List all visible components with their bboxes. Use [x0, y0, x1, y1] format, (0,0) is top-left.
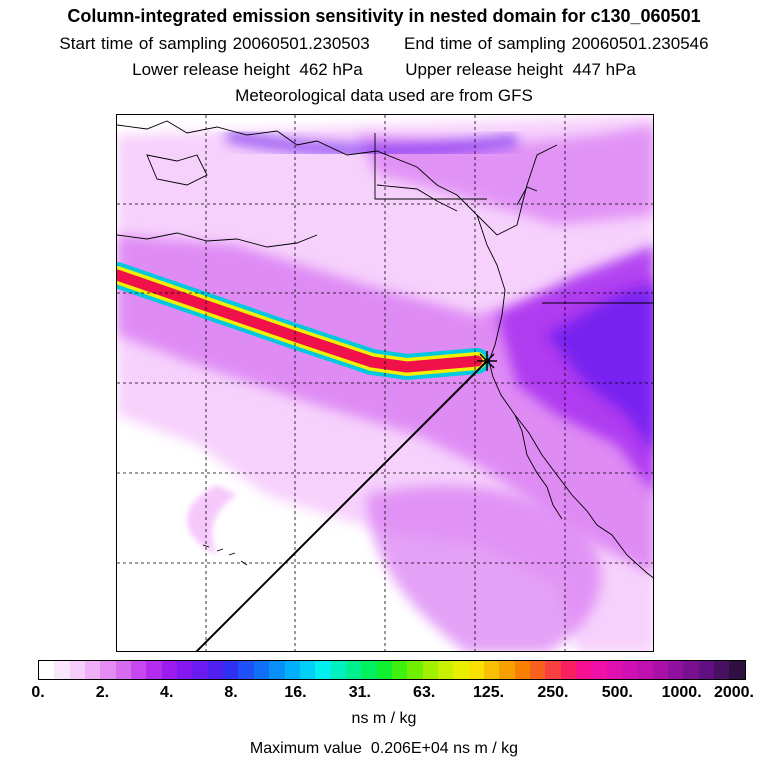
- colorbar-segment: [131, 661, 147, 679]
- sensitivity-map: [116, 114, 654, 652]
- maximum-value: Maximum value 0.206E+04 ns m / kg: [0, 740, 768, 758]
- colorbar-tick-label: 16.: [284, 684, 307, 701]
- colorbar-segment: [376, 661, 392, 679]
- maximum-value-label: Maximum value: [249, 740, 362, 757]
- colorbar-segment: [85, 661, 101, 679]
- start-time-value: 20060501.230503: [232, 34, 370, 53]
- maximum-value-number: 0.206E+04: [370, 740, 449, 757]
- end-time-label: End time of sampling: [404, 34, 566, 53]
- colorbar-segment: [483, 661, 500, 679]
- lower-release-value: 462 hPa: [299, 60, 363, 79]
- colorbar-segment: [668, 661, 684, 679]
- colorbar-segment: [637, 661, 653, 679]
- colorbar-segment: [39, 661, 55, 679]
- colorbar-segment: [499, 661, 515, 679]
- colorbar-segment: [407, 661, 423, 679]
- colorbar: [38, 660, 746, 680]
- coastlines: [117, 120, 653, 579]
- colorbar-ticks: 0. 2. 4. 8. 16. 31. 63. 125. 250. 500. 1000. 2000.: [0, 684, 768, 704]
- colorbar-segment: [530, 661, 546, 679]
- colorbar-segment: [207, 661, 224, 679]
- colorbar-tick-label: 4.: [160, 684, 174, 701]
- colorbar-tick-label: 8.: [224, 684, 238, 701]
- upper-release-label: Upper release height: [405, 60, 564, 79]
- sensitivity-field: [117, 115, 653, 651]
- colorbar-segment: [683, 661, 699, 679]
- colorbar-segment: [729, 661, 745, 679]
- colorbar-segment: [560, 661, 577, 679]
- colorbar-segment: [177, 661, 193, 679]
- colorbar-segment: [422, 661, 438, 679]
- colorbar-tick-label: 500.: [601, 684, 633, 701]
- colorbar-segment: [161, 661, 178, 679]
- colorbar-tick-label: 31.: [348, 684, 371, 701]
- release-direction-line: [195, 360, 488, 651]
- colorbar-segment: [238, 661, 254, 679]
- colorbar-segment: [514, 661, 530, 679]
- upper-release-value: 447 hPa: [572, 60, 636, 79]
- colorbar-segment: [437, 661, 454, 679]
- colorbar-segment: [115, 661, 132, 679]
- flight-track: [117, 262, 490, 380]
- colorbar-segment: [192, 661, 208, 679]
- colorbar-tick-label: 2.: [95, 684, 110, 701]
- colorbar-tick-label: 250.: [537, 684, 569, 701]
- colorbar-segment: [330, 661, 346, 679]
- colorbar-segment: [69, 661, 86, 679]
- colorbar-segment: [253, 661, 270, 679]
- colorbar-segment: [361, 661, 377, 679]
- colorbar-tick-label: 125.: [472, 684, 505, 701]
- colorbar-segment: [146, 661, 162, 679]
- start-time-label: Start time of sampling: [59, 34, 227, 53]
- colorbar-segment: [714, 661, 730, 679]
- colorbar-tick-label: 63.: [413, 684, 436, 701]
- colorbar-segment: [622, 661, 638, 679]
- colorbar-tick-label: 0.: [31, 684, 45, 701]
- colorbar-segment: [284, 661, 300, 679]
- colorbar-segment: [315, 661, 331, 679]
- colorbar-segment: [576, 661, 592, 679]
- colorbar-segment: [391, 661, 408, 679]
- sampling-times: Start time of sampling 20060501.230503 E…: [0, 34, 768, 54]
- maximum-value-units: ns m / kg: [453, 740, 519, 757]
- colorbar-segment: [345, 661, 362, 679]
- colorbar-segment: [269, 661, 285, 679]
- colorbar-segment: [698, 661, 715, 679]
- lower-release-label: Lower release height: [132, 60, 290, 79]
- colorbar-segment: [54, 661, 70, 679]
- plot-title: Column-integrated emission sensitivity i…: [67, 6, 701, 26]
- met-data-note: Meteorological data used are from GFS: [235, 86, 533, 105]
- colorbar-segment: [299, 661, 316, 679]
- colorbar-segment: [545, 661, 561, 679]
- colorbar-segment: [591, 661, 607, 679]
- colorbar-segment: [468, 661, 484, 679]
- colorbar-segment: [453, 661, 469, 679]
- colorbar-segment: [100, 661, 116, 679]
- colorbar-tick-label: 1000.: [661, 684, 702, 701]
- colorbar-units: ns m / kg: [351, 710, 417, 727]
- colorbar-segment: [223, 661, 239, 679]
- end-time-value: 20060501.230546: [571, 34, 709, 53]
- colorbar-segment: [652, 661, 669, 679]
- colorbar-segment: [606, 661, 623, 679]
- colorbar-tick-label: 2000.: [713, 684, 755, 701]
- release-heights: Lower release height 462 hPa Upper relea…: [0, 60, 768, 80]
- release-point-marker: [477, 351, 497, 371]
